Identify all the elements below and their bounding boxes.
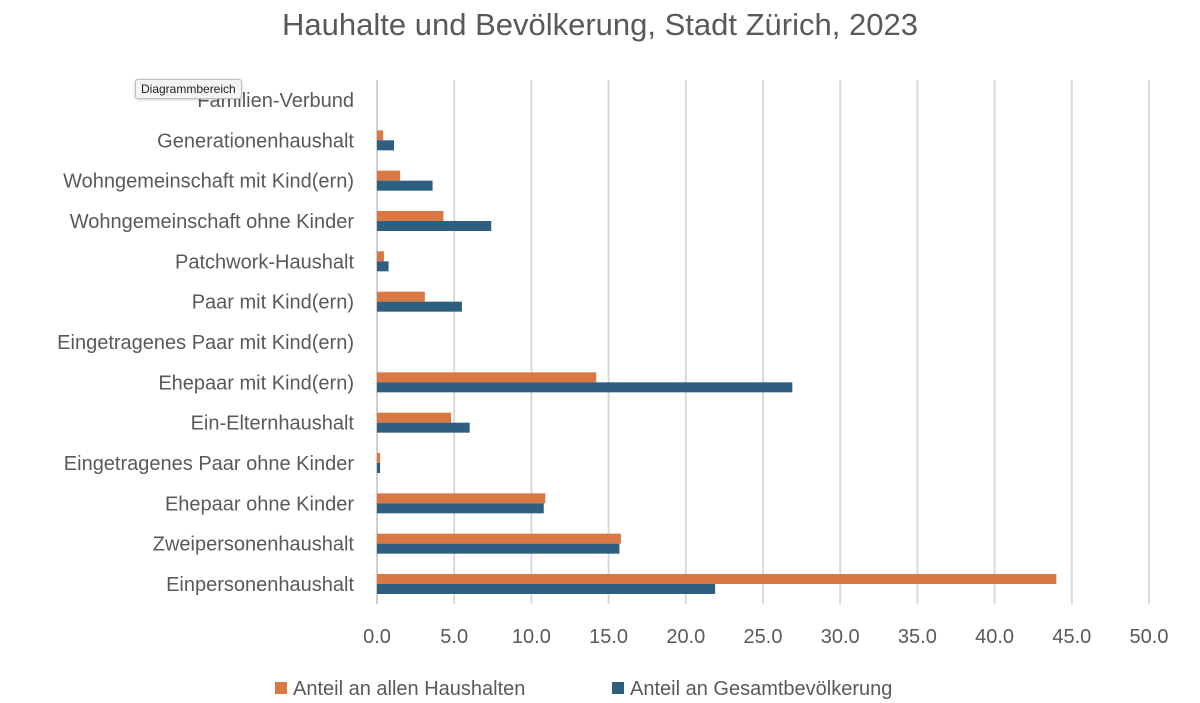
- bar-households: [377, 130, 384, 141]
- bar-population: [377, 301, 462, 312]
- bar-households: [377, 211, 444, 221]
- y-category-label: Wohngemeinschaft ohne Kinder: [70, 211, 355, 233]
- bar-households: [377, 251, 384, 262]
- x-tick-label: 40.0: [975, 626, 1014, 648]
- x-tick-label: 0.0: [363, 626, 391, 648]
- chart-area-tooltip: Diagrammbereich: [135, 79, 242, 99]
- legend-label: Anteil an Gesamtbevölkerung: [630, 678, 892, 700]
- bar-households: [377, 453, 381, 463]
- y-category-label: Eingetragenes Paar mit Kind(ern): [57, 332, 354, 354]
- y-category-label: Ein-Elternhaushalt: [191, 413, 355, 435]
- bar-households: [377, 372, 597, 383]
- y-category-label: Paar mit Kind(ern): [192, 292, 354, 314]
- y-category-label: Wohngemeinschaft mit Kind(ern): [63, 171, 354, 193]
- legend-label: Anteil an allen Haushalten: [293, 678, 525, 700]
- bar-population: [377, 140, 394, 151]
- bar-population: [377, 584, 716, 594]
- bar-households: [377, 291, 425, 302]
- y-category-label: Ehepaar mit Kind(ern): [158, 372, 354, 394]
- bar-population: [377, 261, 389, 272]
- x-tick-label: 20.0: [666, 626, 705, 648]
- y-category-label: Generationenhaushalt: [157, 130, 354, 152]
- bar-population: [377, 382, 793, 393]
- y-category-label: Patchwork-Haushalt: [175, 251, 354, 273]
- x-tick-label: 45.0: [1052, 626, 1091, 648]
- bar-population: [377, 463, 381, 473]
- legend-swatch: [612, 682, 624, 694]
- x-tick-label: 5.0: [440, 626, 468, 648]
- bar-households: [377, 493, 546, 504]
- bar-households: [377, 574, 1057, 584]
- bar-population: [377, 221, 492, 231]
- bar-population: [377, 422, 470, 433]
- y-category-label: Ehepaar ohne Kinder: [165, 493, 354, 515]
- x-tick-label: 10.0: [512, 626, 551, 648]
- y-category-label: Zweipersonenhaushalt: [153, 534, 355, 556]
- legend-swatch: [275, 682, 287, 694]
- bar-population: [377, 543, 620, 554]
- x-tick-label: 50.0: [1130, 626, 1169, 648]
- bar-households: [377, 170, 401, 181]
- bar-population: [377, 180, 433, 191]
- bar-population: [377, 503, 544, 514]
- y-category-label: Einpersonenhaushalt: [166, 574, 354, 596]
- chart-title: Hauhalte und Bevölkerung, Stadt Zürich, …: [282, 7, 918, 42]
- bar-households: [377, 533, 621, 544]
- x-tick-label: 15.0: [589, 626, 628, 648]
- y-category-label: Eingetragenes Paar ohne Kinder: [64, 453, 355, 475]
- x-tick-label: 30.0: [821, 626, 860, 648]
- bar-households: [377, 412, 452, 423]
- x-tick-label: 25.0: [744, 626, 783, 648]
- x-tick-label: 35.0: [898, 626, 937, 648]
